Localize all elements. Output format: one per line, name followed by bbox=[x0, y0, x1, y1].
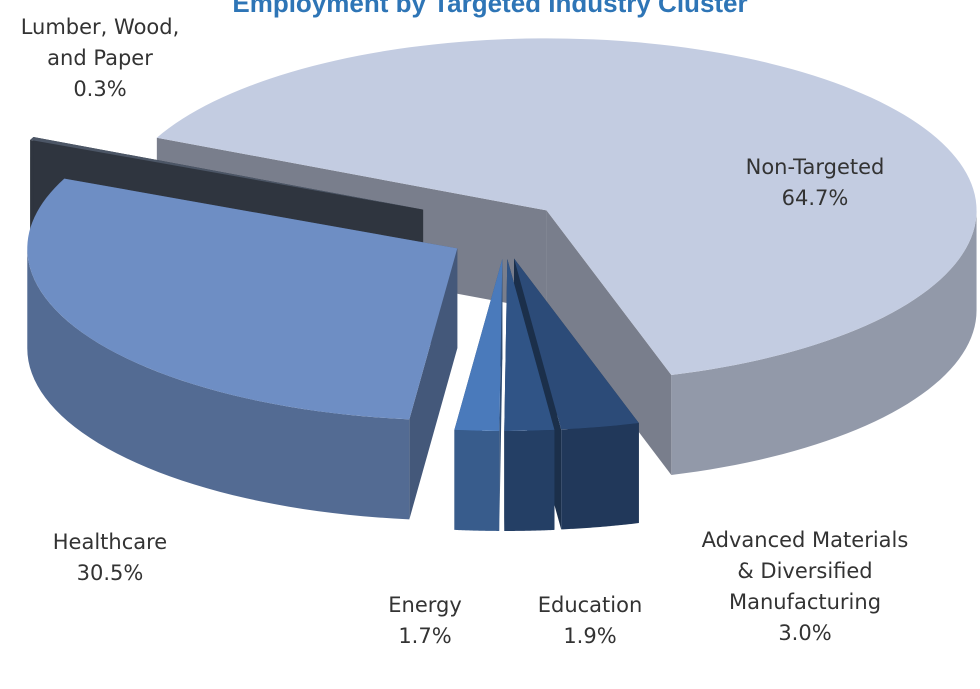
label-name: Advanced Materials & Diversified Manufac… bbox=[701, 528, 909, 614]
slice-top bbox=[504, 258, 555, 431]
label-value: 0.3% bbox=[73, 77, 127, 101]
label-name: Healthcare bbox=[52, 530, 168, 554]
slice-wall bbox=[671, 210, 977, 475]
label-name: Energy bbox=[388, 593, 462, 617]
slice-top bbox=[514, 258, 639, 430]
slice-side bbox=[546, 210, 672, 475]
data-label: Education 1.9% bbox=[515, 590, 665, 652]
label-name: Lumber, Wood, and Paper bbox=[20, 15, 180, 70]
slice-wall bbox=[27, 248, 410, 520]
data-label: Advanced Materials & Diversified Manufac… bbox=[700, 525, 910, 649]
slice-top bbox=[454, 258, 503, 431]
label-name: Non-Targeted bbox=[745, 155, 885, 179]
label-value: 30.5% bbox=[76, 561, 144, 585]
slice-top bbox=[30, 136, 424, 210]
slice-wall bbox=[561, 423, 639, 530]
data-label: Energy 1.7% bbox=[350, 590, 500, 652]
data-label: Healthcare 30.5% bbox=[10, 527, 210, 589]
data-label: Lumber, Wood, and Paper 0.3% bbox=[0, 12, 200, 105]
data-label: Non-Targeted 64.7% bbox=[715, 152, 915, 214]
label-value: 1.7% bbox=[398, 624, 452, 648]
label-value: 64.7% bbox=[781, 186, 849, 210]
slice-top bbox=[156, 38, 977, 375]
chart-title: Employment by Targeted Industry Cluster bbox=[232, 0, 748, 18]
label-name: Education bbox=[537, 593, 643, 617]
slice-wall bbox=[454, 429, 500, 531]
label-value: 3.0% bbox=[778, 621, 832, 645]
slice-top bbox=[27, 178, 458, 420]
label-value: 1.9% bbox=[563, 624, 617, 648]
slice-wall bbox=[504, 429, 555, 531]
